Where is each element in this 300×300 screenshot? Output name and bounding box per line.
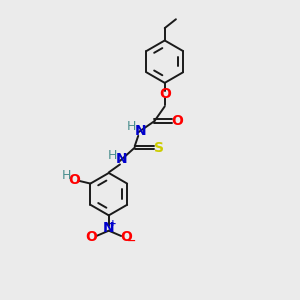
Text: H: H: [108, 148, 117, 161]
Text: N: N: [103, 221, 115, 235]
Text: N: N: [135, 124, 146, 138]
Text: O: O: [69, 173, 80, 187]
Text: −: −: [127, 236, 136, 246]
Text: H: H: [62, 169, 71, 182]
Text: S: S: [154, 141, 164, 154]
Text: O: O: [85, 230, 97, 244]
Text: H: H: [127, 120, 136, 133]
Text: O: O: [120, 230, 132, 244]
Text: O: O: [171, 114, 183, 128]
Text: N: N: [116, 152, 127, 166]
Text: O: O: [159, 87, 171, 101]
Text: +: +: [109, 219, 117, 228]
